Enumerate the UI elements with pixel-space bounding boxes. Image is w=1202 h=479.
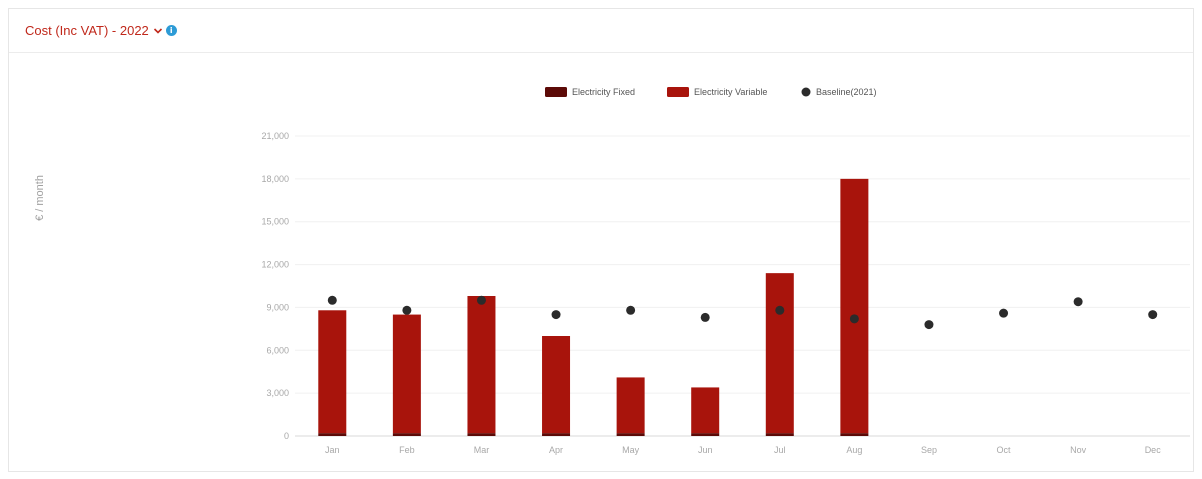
cost-period-dropdown[interactable]: Cost (Inc VAT) - 2022 [25,23,163,38]
baseline-point[interactable] [626,305,636,315]
chevron-down-icon [153,27,162,34]
x-tick-label: Aug [846,445,862,455]
y-tick-label: 0 [284,431,289,441]
y-tick-label: 9,000 [266,302,289,312]
baseline-point[interactable] [924,320,934,330]
x-tick-label: Dec [1145,445,1162,455]
bar-electricity-variable[interactable] [765,273,794,434]
baseline-point[interactable] [1073,297,1083,307]
legend-swatch-baseline [801,87,811,97]
baseline-point[interactable] [327,295,337,305]
legend-label-variable[interactable]: Electricity Variable [694,87,767,97]
bar-electricity-variable[interactable] [840,178,869,434]
legend-swatch-variable [667,87,689,97]
x-tick-label: Nov [1070,445,1087,455]
x-tick-label: Mar [474,445,490,455]
x-tick-label: May [622,445,640,455]
bar-electricity-variable[interactable] [616,377,645,434]
bar-electricity-variable[interactable] [542,336,571,434]
bar-electricity-fixed[interactable] [616,433,645,436]
baseline-point[interactable] [1148,310,1158,320]
y-tick-label: 3,000 [266,388,289,398]
x-tick-label: Feb [399,445,415,455]
bar-electricity-variable[interactable] [467,296,496,434]
card-header: Cost (Inc VAT) - 2022 i [9,9,1193,53]
bar-electricity-fixed[interactable] [392,433,421,436]
baseline-point[interactable] [476,295,486,305]
card-title: Cost (Inc VAT) - 2022 [25,23,149,38]
legend-label-fixed[interactable]: Electricity Fixed [572,87,635,97]
legend-swatch-fixed [545,87,567,97]
y-tick-label: 12,000 [261,260,289,270]
x-tick-label: Oct [997,445,1012,455]
baseline-point[interactable] [999,308,1009,318]
bar-electricity-variable[interactable] [392,314,421,434]
y-tick-label: 18,000 [261,174,289,184]
x-tick-label: Jun [698,445,713,455]
x-tick-label: Sep [921,445,937,455]
baseline-point[interactable] [700,312,710,322]
x-tick-label: Jul [774,445,786,455]
y-tick-label: 15,000 [261,217,289,227]
x-tick-label: Apr [549,445,563,455]
bar-electricity-variable[interactable] [318,310,347,434]
baseline-point[interactable] [775,305,785,315]
y-tick-label: 21,000 [261,131,289,141]
bar-electricity-fixed[interactable] [840,433,869,436]
legend-label-baseline[interactable]: Baseline(2021) [816,87,877,97]
baseline-point[interactable] [402,305,412,315]
info-icon[interactable]: i [165,25,177,36]
x-tick-label: Jan [325,445,340,455]
baseline-point[interactable] [551,310,561,320]
baseline-point[interactable] [849,314,859,324]
bar-electricity-fixed[interactable] [467,433,496,436]
bar-electricity-fixed[interactable] [318,433,347,436]
bar-electricity-fixed[interactable] [765,433,794,436]
bar-electricity-fixed[interactable] [542,433,571,436]
cost-card: Cost (Inc VAT) - 2022 i [8,8,1194,472]
y-axis-label: € / month [34,175,46,221]
y-tick-label: 6,000 [266,345,289,355]
bar-electricity-variable[interactable] [691,387,720,434]
bar-electricity-fixed[interactable] [691,433,720,436]
